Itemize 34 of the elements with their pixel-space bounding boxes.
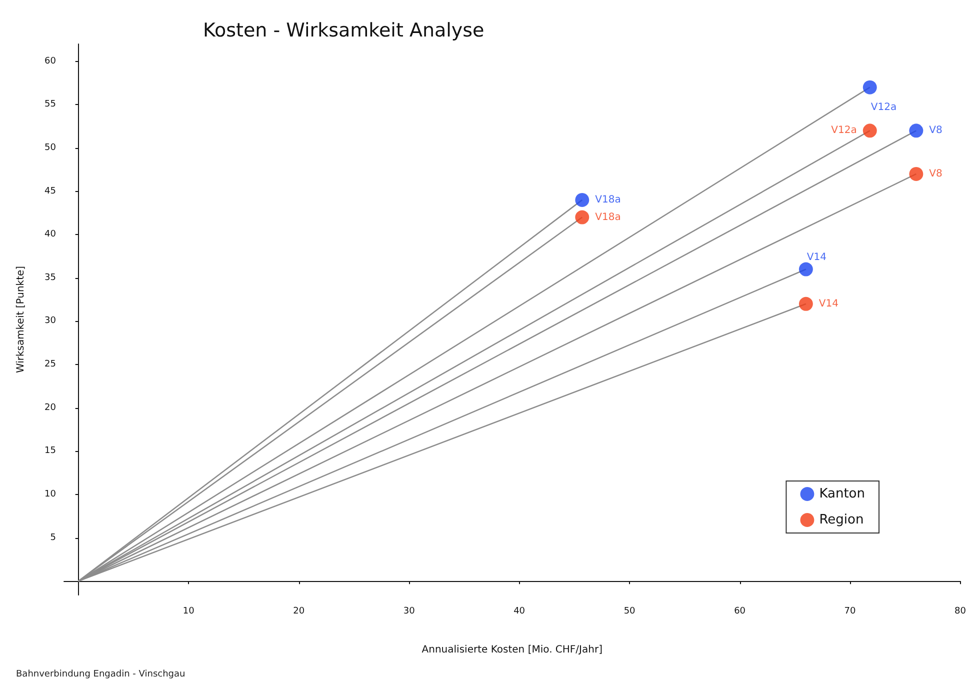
data-label: V18a <box>595 212 621 223</box>
y-tick-label: 50 <box>44 142 56 153</box>
x-tick-label: 70 <box>844 606 856 616</box>
y-tick-label: 25 <box>44 360 56 370</box>
legend-label: Region <box>819 512 864 528</box>
y-tick-label: 5 <box>50 532 56 543</box>
legend-label: Kanton <box>819 486 866 502</box>
y-tick-label: 35 <box>44 272 56 283</box>
x-tick-label: 30 <box>403 606 416 616</box>
data-label: V18a <box>595 194 621 206</box>
x-tick-label: 40 <box>514 606 526 616</box>
y-tick-label: 60 <box>44 56 56 66</box>
y-tick-label: 30 <box>44 316 56 326</box>
data-label: V8 <box>929 125 942 136</box>
x-tick-label: 80 <box>954 606 966 616</box>
x-tick-label: 20 <box>293 606 305 616</box>
x-axis-title: Annualisierte Kosten [Mio. CHF/Jahr] <box>422 644 603 656</box>
x-tick-label: 60 <box>734 606 746 616</box>
y-tick-label: 55 <box>44 100 56 110</box>
x-tick-label: 10 <box>182 606 195 616</box>
data-label: V12a <box>831 125 857 136</box>
chart-title: Kosten - Wirksamkeit Analyse <box>203 20 484 42</box>
text: Bahnverbindung Engadin - Vinschgau <box>16 670 186 680</box>
data-label: V14 <box>818 298 839 310</box>
y-tick-label: 10 <box>44 490 56 500</box>
data-label: V14 <box>806 252 827 263</box>
y-tick-label: 40 <box>44 230 56 240</box>
data-label: V8 <box>929 168 942 180</box>
y-axis-title: Wirksamkeit [Punkte] <box>16 266 26 374</box>
y-tick-label: 20 <box>44 402 56 413</box>
y-tick-label: 45 <box>44 186 56 196</box>
data-label: V12a <box>870 102 897 113</box>
x-tick-label: 50 <box>624 606 636 616</box>
y-tick-label: 15 <box>44 446 56 456</box>
